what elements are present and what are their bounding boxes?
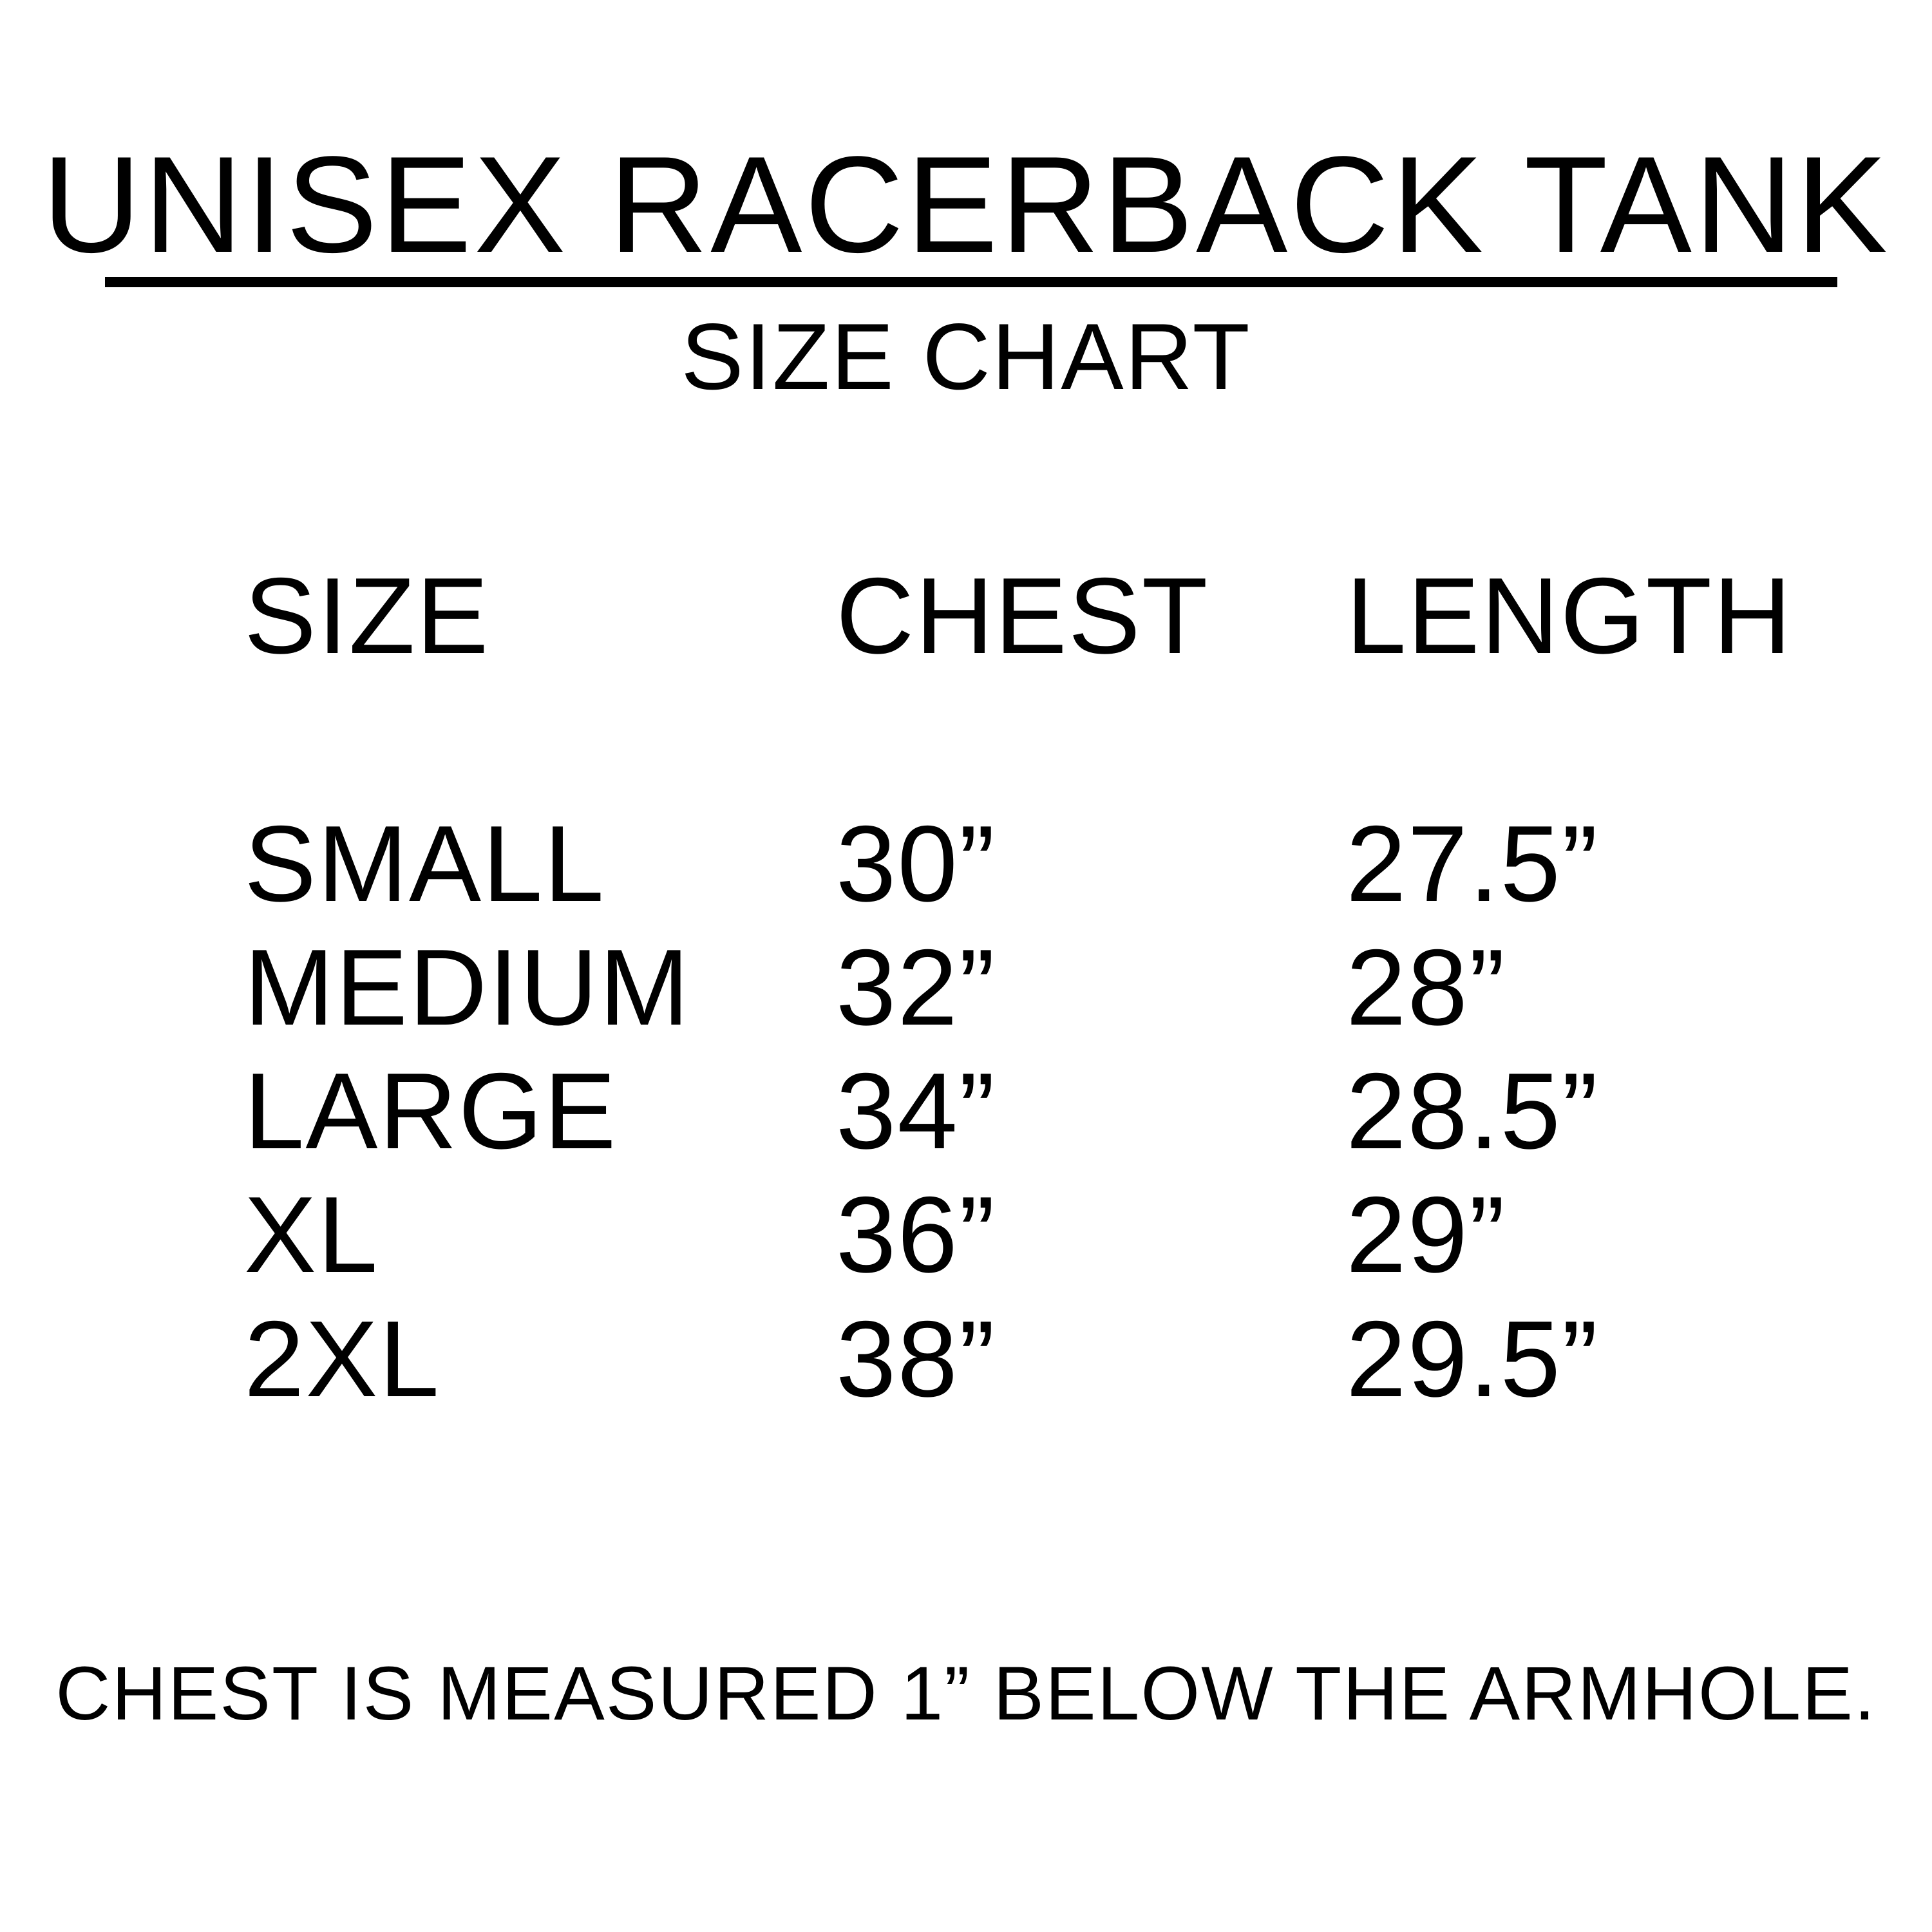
size-cell: XL	[244, 1174, 379, 1295]
chest-cell: 32”	[836, 927, 996, 1048]
length-cell: 28.5”	[1346, 1050, 1599, 1171]
page-subtitle: SIZE CHART	[681, 304, 1251, 409]
length-cell: 29”	[1346, 1174, 1506, 1295]
header-size: SIZE	[244, 555, 490, 676]
size-cell: SMALL	[244, 803, 605, 924]
size-cell: 2XL	[244, 1298, 440, 1419]
header-length: LENGTH	[1346, 555, 1793, 676]
title-underline	[105, 277, 1837, 287]
chest-cell: 34”	[836, 1050, 996, 1171]
length-cell: 27.5”	[1346, 803, 1599, 924]
size-cell: LARGE	[244, 1050, 618, 1171]
chest-cell: 30”	[836, 803, 996, 924]
footer-note: CHEST IS MEASURED 1” BELOW THE ARMHOLE.	[55, 1651, 1877, 1736]
chest-cell: 38”	[836, 1298, 996, 1419]
chest-cell: 36”	[836, 1174, 996, 1295]
header-chest: CHEST	[836, 555, 1209, 676]
length-cell: 28”	[1346, 927, 1506, 1048]
page-title: UNISEX RACERBACK TANK	[42, 128, 1890, 281]
length-cell: 29.5”	[1346, 1298, 1599, 1419]
size-cell: MEDIUM	[244, 927, 691, 1048]
